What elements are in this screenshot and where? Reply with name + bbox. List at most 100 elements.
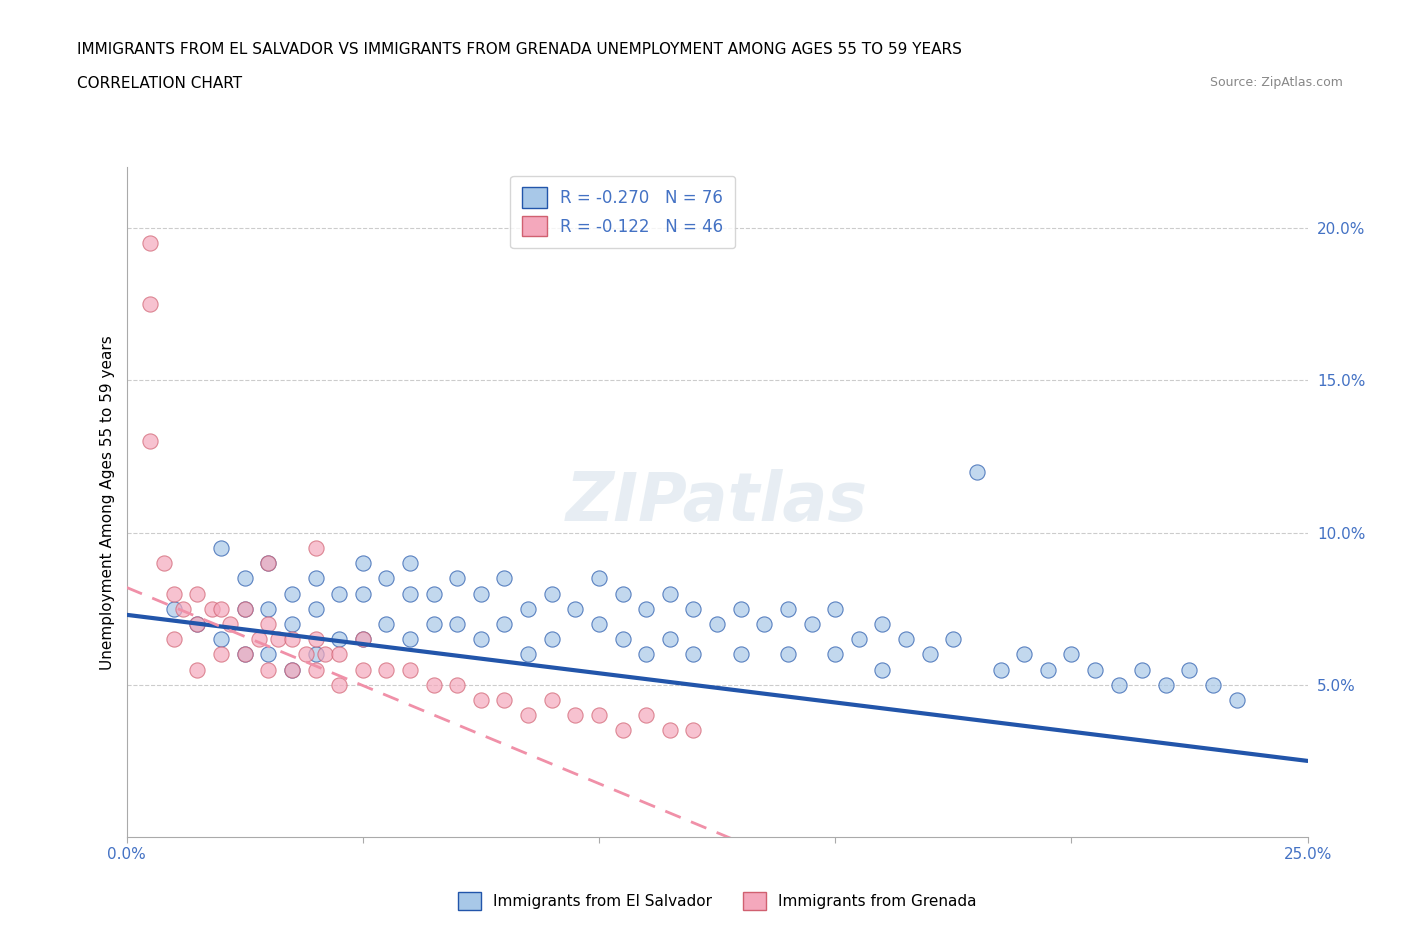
Point <box>682 647 704 662</box>
Point <box>153 555 176 570</box>
Point <box>446 617 468 631</box>
Point <box>352 555 374 570</box>
Point <box>304 602 326 617</box>
Point <box>872 617 894 631</box>
Point <box>966 464 988 479</box>
Point <box>848 631 870 646</box>
Point <box>281 662 304 677</box>
Point <box>257 555 280 570</box>
Point <box>872 662 894 677</box>
Point <box>824 602 846 617</box>
Point <box>304 662 326 677</box>
Point <box>257 602 280 617</box>
Point <box>328 631 350 646</box>
Point <box>588 571 610 586</box>
Point <box>247 631 270 646</box>
Point <box>540 631 562 646</box>
Point <box>163 602 186 617</box>
Point <box>540 586 562 601</box>
Point <box>682 602 704 617</box>
Point <box>304 540 326 555</box>
Point <box>352 586 374 601</box>
Y-axis label: Unemployment Among Ages 55 to 59 years: Unemployment Among Ages 55 to 59 years <box>100 335 115 670</box>
Point <box>295 647 318 662</box>
Point <box>446 677 468 692</box>
Point <box>233 647 256 662</box>
Point <box>399 555 422 570</box>
Point <box>328 647 350 662</box>
Point <box>233 602 256 617</box>
Text: Source: ZipAtlas.com: Source: ZipAtlas.com <box>1209 76 1343 89</box>
Point <box>139 297 162 312</box>
Point <box>1012 647 1035 662</box>
Point <box>730 602 752 617</box>
Point <box>399 662 422 677</box>
Point <box>730 647 752 662</box>
Point <box>1202 677 1225 692</box>
Point <box>209 631 232 646</box>
Point <box>209 647 232 662</box>
Point <box>588 708 610 723</box>
Point <box>186 617 208 631</box>
Point <box>304 647 326 662</box>
Point <box>328 586 350 601</box>
Point <box>494 617 516 631</box>
Point <box>233 602 256 617</box>
Text: CORRELATION CHART: CORRELATION CHART <box>77 76 242 91</box>
Point <box>1108 677 1130 692</box>
Point <box>470 586 492 601</box>
Point <box>257 647 280 662</box>
Point <box>257 662 280 677</box>
Point <box>422 677 444 692</box>
Point <box>658 723 681 737</box>
Point <box>314 647 336 662</box>
Point <box>375 662 398 677</box>
Point <box>517 647 540 662</box>
Point <box>564 708 586 723</box>
Point <box>219 617 242 631</box>
Point <box>399 586 422 601</box>
Point <box>894 631 917 646</box>
Point <box>706 617 728 631</box>
Point <box>281 586 304 601</box>
Point <box>470 693 492 708</box>
Point <box>328 677 350 692</box>
Point <box>636 647 658 662</box>
Point <box>281 631 304 646</box>
Point <box>267 631 290 646</box>
Point <box>754 617 776 631</box>
Point <box>612 631 634 646</box>
Point <box>564 602 586 617</box>
Point <box>800 617 823 631</box>
Point <box>1226 693 1249 708</box>
Point <box>517 602 540 617</box>
Point <box>139 236 162 251</box>
Point <box>918 647 941 662</box>
Point <box>517 708 540 723</box>
Point <box>1130 662 1153 677</box>
Point <box>139 434 162 449</box>
Legend: Immigrants from El Salvador, Immigrants from Grenada: Immigrants from El Salvador, Immigrants … <box>451 885 983 916</box>
Point <box>186 586 208 601</box>
Point <box>257 617 280 631</box>
Point <box>304 631 326 646</box>
Point <box>304 571 326 586</box>
Point <box>494 571 516 586</box>
Point <box>352 662 374 677</box>
Point <box>209 540 232 555</box>
Point <box>163 631 186 646</box>
Point <box>1154 677 1177 692</box>
Point <box>824 647 846 662</box>
Point <box>172 602 194 617</box>
Point <box>612 723 634 737</box>
Point <box>494 693 516 708</box>
Point <box>399 631 422 646</box>
Point <box>1036 662 1059 677</box>
Point <box>422 586 444 601</box>
Point <box>776 602 799 617</box>
Point <box>470 631 492 646</box>
Point <box>1084 662 1107 677</box>
Point <box>682 723 704 737</box>
Point <box>1178 662 1201 677</box>
Point <box>422 617 444 631</box>
